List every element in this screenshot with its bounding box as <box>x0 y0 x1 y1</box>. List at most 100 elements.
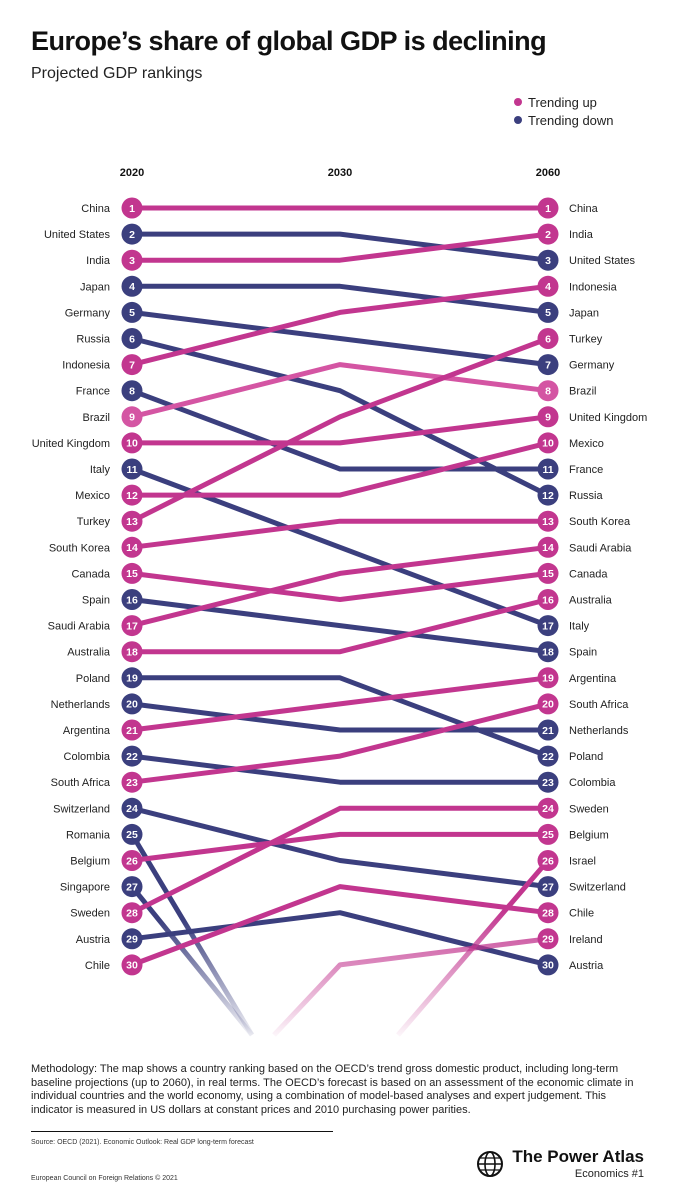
line-netherlands <box>131 701 548 733</box>
node-australia-2060 <box>537 589 559 610</box>
country-label-right-russia: Russia <box>569 490 604 502</box>
country-label-left-netherlands: Netherlands <box>51 699 111 711</box>
country-label-right-india: India <box>569 229 594 241</box>
node-belgium-2020 <box>121 850 143 871</box>
rank-label-china-2060: 1 <box>545 203 551 215</box>
country-label-right-united-kingdom: United Kingdom <box>569 412 647 424</box>
line-germany <box>131 309 549 368</box>
country-label-left-mexico: Mexico <box>75 490 110 502</box>
node-china-2020 <box>121 197 143 219</box>
brand-name: The Power Atlas <box>512 1147 644 1166</box>
country-label-left-poland: Poland <box>76 673 110 685</box>
line-chile <box>131 884 549 968</box>
country-label-right-japan: Japan <box>569 307 599 319</box>
rank-label-argentina-2020: 21 <box>126 725 138 737</box>
country-labels: China China United States United States Indi… <box>32 203 648 972</box>
line-belgium <box>131 831 548 863</box>
rank-label-colombia-2060: 23 <box>542 777 554 789</box>
country-label-right-austria: Austria <box>569 960 604 972</box>
country-label-left-romania: Romania <box>66 829 111 841</box>
rank-label-south-korea-2020: 14 <box>126 542 138 554</box>
line-israel <box>396 858 550 1037</box>
country-label-left-austria: Austria <box>76 934 111 946</box>
line-spain <box>131 597 549 655</box>
country-label-left-colombia: Colombia <box>64 751 111 763</box>
country-label-right-israel: Israel <box>569 856 596 868</box>
rank-label-italy-2020: 11 <box>126 464 137 476</box>
country-label-right-south-korea: South Korea <box>569 516 631 528</box>
node-netherlands-2020 <box>121 693 143 715</box>
line-south-africa <box>131 701 549 785</box>
node-ireland-2060 <box>537 928 559 950</box>
node-austria-2020 <box>121 928 143 950</box>
country-label-right-ireland: Ireland <box>569 934 603 946</box>
node-sweden-2060 <box>537 797 559 819</box>
rank-label-australia-2060: 16 <box>542 594 554 606</box>
country-label-left-south-africa: South Africa <box>51 777 111 789</box>
node-switzerland-2060 <box>537 876 559 898</box>
node-mexico-2020 <box>121 484 143 506</box>
node-italy-2060 <box>537 615 559 637</box>
node-south-africa-2060 <box>537 693 559 715</box>
node-italy-2020 <box>121 458 143 480</box>
node-germany-2020 <box>121 301 143 323</box>
year-label-2060: 2060 <box>536 167 560 179</box>
brand-block: The Power Atlas Economics #1 <box>476 1147 644 1180</box>
globe-icon <box>477 1150 504 1177</box>
country-label-right-germany: Germany <box>569 360 615 372</box>
node-singapore-2020 <box>121 876 143 898</box>
country-label-right-sweden: Sweden <box>569 803 609 815</box>
rank-label-brazil-2060: 8 <box>545 386 551 398</box>
line-indonesia <box>131 283 549 368</box>
node-india-2060 <box>537 223 559 245</box>
rank-label-italy-2060: 17 <box>542 620 554 632</box>
rank-label-south-africa-2020: 23 <box>126 777 138 789</box>
node-poland-2020 <box>121 667 143 689</box>
node-spain-2020 <box>121 589 143 610</box>
country-label-right-france: France <box>569 464 603 476</box>
copyright-note: European Council on Foreign Relations © … <box>31 1175 178 1182</box>
node-australia-2020 <box>121 641 143 663</box>
rank-label-canada-2020: 15 <box>126 568 138 580</box>
rank-label-brazil-2020: 9 <box>129 412 135 424</box>
country-label-left-brazil: Brazil <box>82 412 110 424</box>
legend-label-down: Trending down <box>528 112 614 128</box>
line-colombia <box>131 753 548 785</box>
node-united-kingdom-2060 <box>537 406 559 428</box>
rank-label-poland-2060: 22 <box>542 751 554 763</box>
rank-label-austria-2020: 29 <box>126 934 138 946</box>
node-united-kingdom-2020 <box>121 432 143 454</box>
country-label-right-spain: Spain <box>569 647 597 659</box>
node-brazil-2060 <box>537 380 559 402</box>
rank-label-france-2020: 8 <box>129 386 135 398</box>
rank-label-mexico-2020: 12 <box>126 490 138 502</box>
line-argentina <box>131 675 549 733</box>
country-label-left-south-korea: South Korea <box>49 542 111 554</box>
node-romania-2020 <box>121 823 143 845</box>
country-label-left-turkey: Turkey <box>77 516 111 528</box>
country-label-left-france: France <box>76 386 110 398</box>
country-label-right-brazil: Brazil <box>569 386 597 398</box>
country-label-right-indonesia: Indonesia <box>569 281 618 293</box>
legend-dot-down <box>514 116 522 124</box>
node-austria-2060 <box>537 954 559 976</box>
rank-label-france-2060: 11 <box>542 464 553 476</box>
node-russia-2060 <box>537 484 559 506</box>
rank-label-belgium-2060: 25 <box>542 829 554 841</box>
country-label-left-spain: Spain <box>82 595 110 607</box>
node-argentina-2060 <box>537 667 559 689</box>
country-label-right-china: China <box>569 203 599 215</box>
country-label-left-india: India <box>86 255 111 267</box>
country-label-left-belgium: Belgium <box>70 856 110 868</box>
rank-label-japan-2060: 5 <box>545 307 551 319</box>
rank-label-australia-2020: 18 <box>126 647 138 659</box>
country-label-right-united-states: United States <box>569 255 636 267</box>
node-spain-2060 <box>537 641 559 663</box>
node-netherlands-2060 <box>537 719 559 741</box>
line-poland <box>132 675 549 759</box>
node-colombia-2020 <box>121 745 143 767</box>
rank-label-turkey-2060: 6 <box>545 333 551 345</box>
node-turkey-2060 <box>537 328 559 349</box>
line-ireland <box>272 936 549 1037</box>
rank-label-india-2020: 3 <box>129 255 135 267</box>
